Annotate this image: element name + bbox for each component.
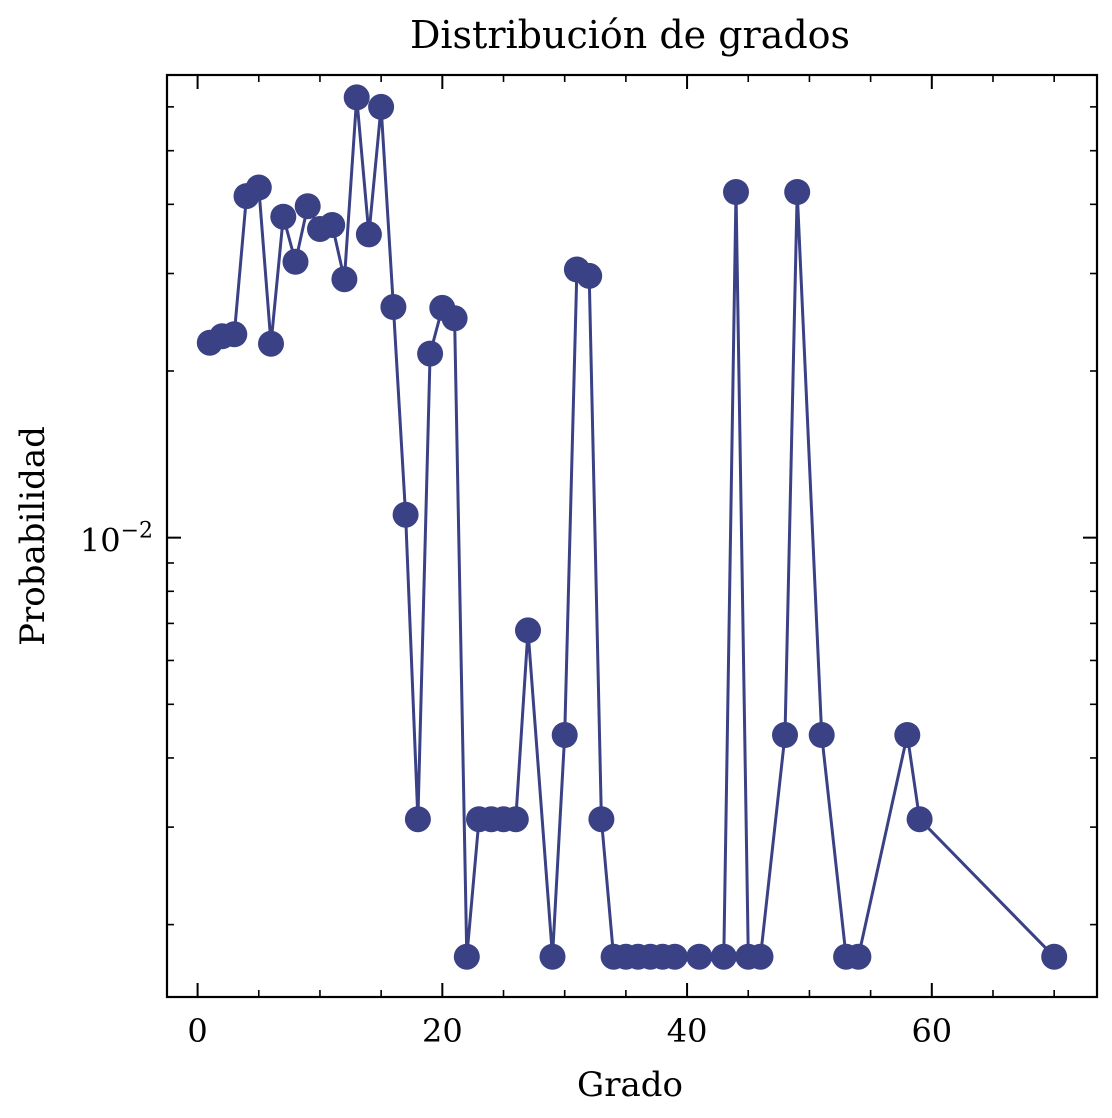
data-point: [1041, 943, 1068, 970]
axis-ticks: [167, 75, 1097, 997]
x-tick-label: 40: [667, 1012, 708, 1050]
data-point: [453, 943, 480, 970]
y-axis-label: Probabilidad: [13, 426, 53, 646]
y-tick-label-exponent: −2: [121, 519, 153, 544]
data-point: [723, 179, 749, 205]
data-point: [710, 943, 737, 970]
y-tick-label: 10−2: [80, 519, 153, 560]
data-point: [661, 943, 688, 970]
data-point: [747, 943, 774, 970]
data-point: [319, 212, 346, 238]
data-point: [270, 203, 297, 230]
data-point: [845, 943, 872, 970]
data-point: [808, 722, 835, 748]
x-axis-label: Grado: [577, 1065, 683, 1105]
data-point: [355, 221, 382, 248]
x-tick-label: 20: [422, 1012, 463, 1050]
data-point: [539, 943, 566, 970]
data-point: [368, 93, 395, 120]
x-tick-label: 60: [911, 1012, 952, 1050]
tick-labels: 0 20 40 60 10−2: [80, 519, 952, 1050]
data-point: [502, 806, 529, 833]
data-point: [551, 722, 578, 748]
data-point: [404, 806, 431, 833]
data-point: [576, 262, 603, 289]
data-point: [894, 722, 921, 748]
x-tick-label: 0: [187, 1012, 207, 1050]
data-point: [331, 266, 358, 293]
data-point: [380, 294, 407, 320]
y-tick-label-base: 10: [80, 522, 121, 560]
data-point: [441, 305, 468, 332]
data-point: [588, 806, 615, 833]
data-point: [294, 193, 321, 220]
data-point: [515, 617, 541, 644]
data-point: [282, 248, 309, 275]
data-point: [784, 179, 811, 205]
data-point: [686, 943, 713, 970]
series-degree-probability: [196, 84, 1068, 970]
plot-frame: [165, 73, 1099, 999]
data-point: [392, 501, 419, 528]
data-point: [772, 722, 798, 748]
data-point: [245, 174, 272, 201]
data-point: [906, 806, 933, 833]
chart-title: Distribución de grados: [410, 13, 850, 57]
data-point: [221, 321, 248, 348]
data-point: [258, 330, 284, 357]
data-point: [343, 84, 370, 111]
data-point: [417, 340, 444, 367]
